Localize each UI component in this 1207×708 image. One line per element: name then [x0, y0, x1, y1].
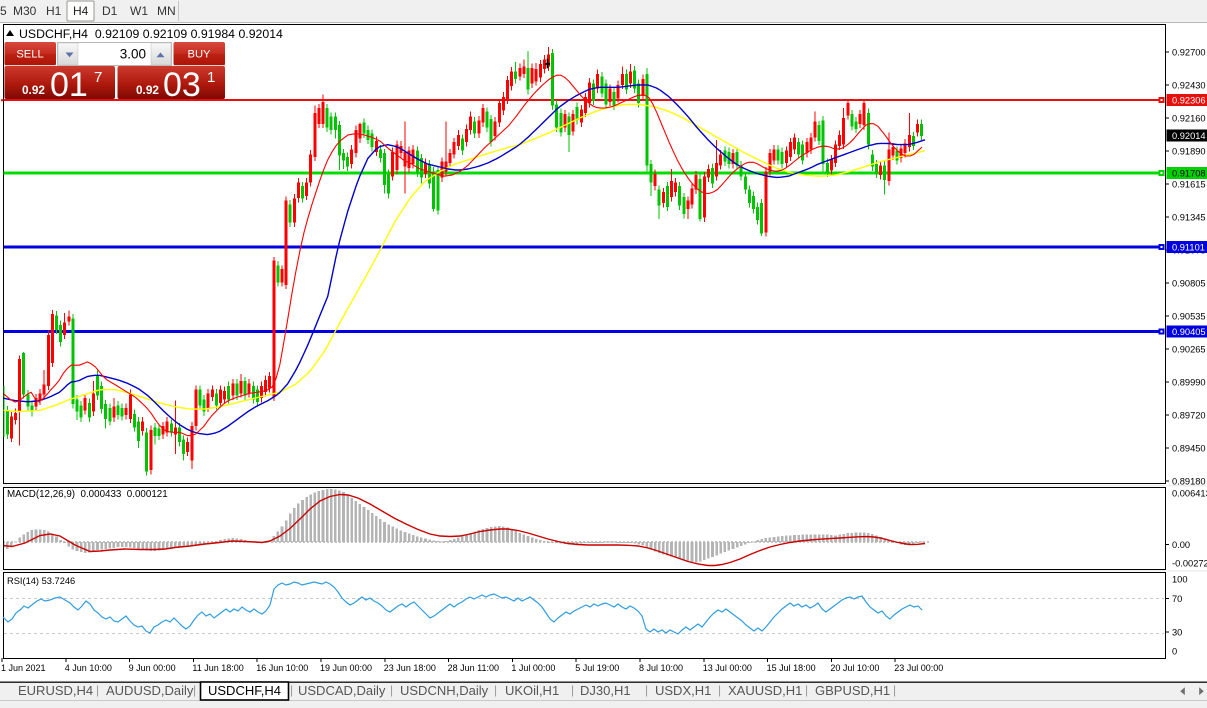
- svg-text:H1: H1: [46, 4, 62, 18]
- svg-text:|: |: [893, 683, 896, 697]
- svg-text:|: |: [290, 683, 293, 697]
- svg-text:MACD(12,26,9) 0.000433 0.000: MACD(12,26,9) 0.000433 0.000121: [7, 489, 168, 500]
- svg-text:0.89450: 0.89450: [1172, 444, 1206, 454]
- svg-text:H4: H4: [73, 4, 89, 18]
- svg-text:|: |: [390, 683, 393, 697]
- svg-text:7: 7: [94, 69, 102, 86]
- svg-text:20 Jul 10:00: 20 Jul 10:00: [830, 663, 879, 673]
- svg-text:|: |: [193, 683, 196, 697]
- svg-text:5 Jul 19:00: 5 Jul 19:00: [575, 663, 619, 673]
- svg-text:0.91101: 0.91101: [1172, 242, 1205, 252]
- svg-text:70: 70: [1172, 594, 1182, 604]
- svg-text:03: 03: [163, 66, 201, 104]
- svg-text:0.92160: 0.92160: [1172, 114, 1206, 124]
- svg-text:0.90535: 0.90535: [1172, 312, 1206, 322]
- svg-text:|: |: [571, 683, 574, 697]
- svg-text:15 Jul 18:00: 15 Jul 18:00: [767, 663, 816, 673]
- svg-text:01: 01: [50, 66, 88, 104]
- svg-text:0.92: 0.92: [136, 83, 159, 97]
- svg-text:0.89720: 0.89720: [1172, 411, 1206, 421]
- svg-text:USDCNH,Daily: USDCNH,Daily: [400, 683, 489, 698]
- svg-text:9 Jun 00:00: 9 Jun 00:00: [129, 663, 176, 673]
- svg-text:0.92306: 0.92306: [1172, 96, 1206, 106]
- svg-text:M30: M30: [13, 4, 37, 18]
- svg-text:23 Jun 18:00: 23 Jun 18:00: [384, 663, 436, 673]
- svg-text:USDCHF,H4: USDCHF,H4: [208, 683, 281, 698]
- svg-text:W1: W1: [130, 4, 148, 18]
- svg-text:D1: D1: [102, 4, 118, 18]
- svg-text:0.92014: 0.92014: [1172, 131, 1206, 141]
- svg-text:19 Jun 00:00: 19 Jun 00:00: [320, 663, 372, 673]
- svg-text:5: 5: [0, 4, 7, 18]
- svg-text:0.90265: 0.90265: [1172, 345, 1206, 355]
- svg-text:3.00: 3.00: [120, 47, 146, 62]
- svg-text:0.91708: 0.91708: [1172, 168, 1206, 178]
- svg-text:0.92430: 0.92430: [1172, 81, 1206, 91]
- svg-text:0: 0: [1172, 647, 1177, 657]
- svg-text:EURUSD,H4: EURUSD,H4: [18, 683, 93, 698]
- svg-text:0.00: 0.00: [1172, 540, 1190, 550]
- svg-text:|: |: [718, 683, 721, 697]
- svg-text:0.92: 0.92: [22, 83, 45, 97]
- svg-text:100: 100: [1172, 575, 1188, 585]
- svg-text:11 Jun 18:00: 11 Jun 18:00: [192, 663, 243, 673]
- svg-text:4 Jun 10:00: 4 Jun 10:00: [65, 663, 112, 673]
- svg-text:0.92700: 0.92700: [1172, 48, 1206, 58]
- svg-text:AUDUSD,Daily: AUDUSD,Daily: [106, 683, 194, 698]
- svg-text:GBPUSD,H1: GBPUSD,H1: [815, 683, 890, 698]
- svg-text:8 Jul 10:00: 8 Jul 10:00: [639, 663, 683, 673]
- svg-text:|: |: [494, 683, 497, 697]
- svg-text:28 Jun 11:00: 28 Jun 11:00: [448, 663, 499, 673]
- svg-text:USDX,H1: USDX,H1: [655, 683, 711, 698]
- svg-text:XAUUSD,H1: XAUUSD,H1: [728, 683, 802, 698]
- svg-text:|: |: [645, 683, 648, 697]
- svg-text:13 Jul 00:00: 13 Jul 00:00: [703, 663, 752, 673]
- svg-text:30: 30: [1172, 628, 1182, 638]
- svg-text:23 Jul 00:00: 23 Jul 00:00: [894, 663, 943, 673]
- svg-text:0.90405: 0.90405: [1172, 327, 1206, 337]
- svg-text:0.89990: 0.89990: [1172, 378, 1206, 388]
- svg-text:|: |: [805, 683, 808, 697]
- svg-text:DJ30,H1: DJ30,H1: [580, 683, 631, 698]
- svg-text:-0.002726: -0.002726: [1172, 559, 1207, 569]
- svg-text:16 Jun 10:00: 16 Jun 10:00: [256, 663, 308, 673]
- svg-text:1: 1: [207, 69, 215, 86]
- svg-text:USDCAD,Daily: USDCAD,Daily: [298, 683, 386, 698]
- svg-text:|: |: [96, 683, 99, 697]
- svg-text:BUY: BUY: [187, 49, 211, 61]
- svg-text:USDCHF,H4 0.92109 0.92109 0.9: USDCHF,H4 0.92109 0.92109 0.91984 0.9201…: [19, 27, 283, 41]
- svg-text:1 Jul 00:00: 1 Jul 00:00: [511, 663, 555, 673]
- svg-text:0.91890: 0.91890: [1172, 147, 1206, 157]
- svg-text:1 Jun 2021: 1 Jun 2021: [1, 663, 46, 673]
- svg-text:MN: MN: [157, 4, 176, 18]
- svg-text:0.90805: 0.90805: [1172, 279, 1206, 289]
- svg-text:RSI(14) 53.7246: RSI(14) 53.7246: [7, 576, 75, 586]
- svg-text:SELL: SELL: [16, 49, 43, 61]
- svg-text:0.89180: 0.89180: [1172, 477, 1206, 487]
- svg-text:UKOil,H1: UKOil,H1: [505, 683, 559, 698]
- svg-text:0.91615: 0.91615: [1172, 180, 1206, 190]
- svg-text:0.91345: 0.91345: [1172, 213, 1206, 223]
- svg-text:0.006413: 0.006413: [1172, 489, 1207, 499]
